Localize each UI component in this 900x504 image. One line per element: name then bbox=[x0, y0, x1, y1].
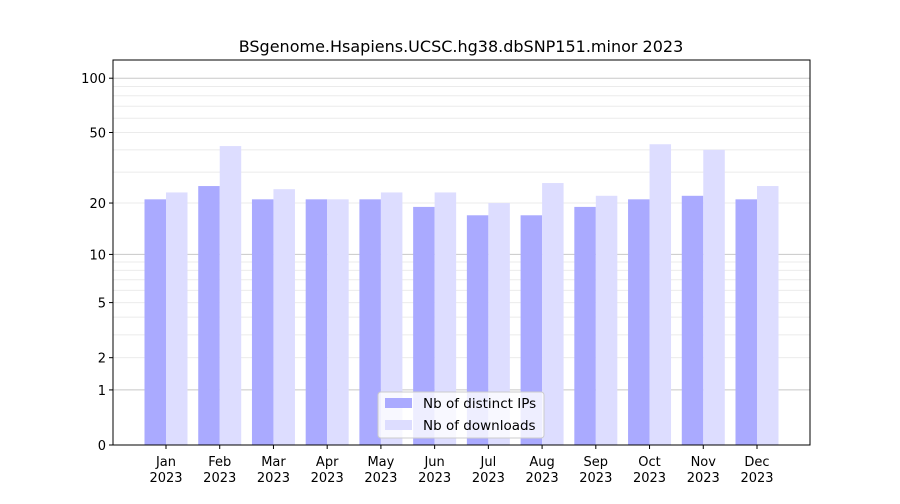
bar-distinct-ips bbox=[144, 199, 166, 445]
x-tick-label-year: 2023 bbox=[740, 471, 773, 486]
y-tick-label: 100 bbox=[81, 72, 106, 87]
x-tick-label-month: Apr bbox=[316, 455, 339, 470]
x-tick-label-year: 2023 bbox=[149, 471, 182, 486]
bar-distinct-ips bbox=[305, 199, 328, 445]
x-tick-label-year: 2023 bbox=[687, 471, 720, 486]
plot-frame bbox=[112, 59, 811, 446]
x-tick-label-year: 2023 bbox=[257, 471, 290, 486]
x-tick-label-month: Nov bbox=[691, 455, 717, 470]
legend-label-downloads: Nb of downloads bbox=[423, 418, 536, 434]
x-tick-label-month: Jun bbox=[423, 455, 444, 470]
bar-distinct-ips bbox=[681, 195, 704, 445]
y-tick-label: 20 bbox=[89, 197, 106, 212]
x-tick-label-month: Jul bbox=[480, 455, 497, 470]
x-tick-label-year: 2023 bbox=[579, 471, 612, 486]
x-tick-label-year: 2023 bbox=[526, 471, 559, 486]
x-tick-label-month: Feb bbox=[208, 455, 231, 470]
bar-distinct-ips bbox=[628, 199, 650, 445]
bar-downloads bbox=[595, 195, 618, 445]
y-axis: 0 1 2 5 10 20 50 100 bbox=[81, 72, 113, 454]
bar-downloads bbox=[649, 144, 672, 445]
legend-frame bbox=[377, 391, 545, 439]
bar-distinct-ips bbox=[413, 206, 435, 445]
x-tick-label-month: Jan bbox=[155, 455, 176, 470]
bar-distinct-ips bbox=[520, 215, 543, 445]
bar-downloads bbox=[542, 183, 564, 445]
bar-downloads bbox=[757, 186, 779, 445]
legend-label-ips: Nb of distinct IPs bbox=[423, 396, 536, 412]
x-tick-label-year: 2023 bbox=[203, 471, 236, 486]
bar-downloads bbox=[219, 146, 242, 445]
bar-downloads bbox=[703, 149, 725, 445]
x-tick-label-year: 2023 bbox=[311, 471, 344, 486]
bar-distinct-ips bbox=[466, 215, 489, 445]
x-tick-label-month: Dec bbox=[744, 455, 769, 470]
y-tick-label: 1 bbox=[98, 384, 106, 399]
x-tick-label-year: 2023 bbox=[364, 471, 397, 486]
bar-downloads bbox=[380, 192, 403, 445]
x-tick-label-month: Aug bbox=[529, 455, 554, 470]
bar-downloads bbox=[273, 189, 295, 445]
bar-downloads bbox=[327, 199, 349, 445]
x-tick-label-year: 2023 bbox=[472, 471, 505, 486]
x-tick-label-month: May bbox=[367, 455, 394, 470]
bar-distinct-ips bbox=[359, 199, 381, 445]
x-tick-label-month: Oct bbox=[638, 455, 660, 470]
bar-distinct-ips bbox=[574, 206, 596, 445]
bar-distinct-ips bbox=[735, 199, 757, 445]
x-tick-label-year: 2023 bbox=[418, 471, 451, 486]
bar-distinct-ips bbox=[198, 186, 220, 445]
bar-downloads bbox=[488, 203, 510, 445]
legend-swatch-downloads bbox=[385, 420, 412, 430]
bar-downloads bbox=[434, 192, 457, 445]
x-tick-label-month: Sep bbox=[584, 455, 609, 470]
x-tick-label-year: 2023 bbox=[633, 471, 666, 486]
bar-downloads bbox=[166, 192, 188, 445]
chart-title: BSgenome.Hsapiens.UCSC.hg38.dbSNP151.min… bbox=[239, 37, 684, 56]
legend-swatch-ips bbox=[385, 398, 412, 408]
y-tick-label: 10 bbox=[89, 248, 106, 263]
y-tick-label: 0 bbox=[98, 439, 106, 454]
bars bbox=[144, 144, 779, 445]
bar-distinct-ips bbox=[251, 199, 274, 445]
x-axis: Jan2023Feb2023Mar2023Apr2023May2023Jun20… bbox=[149, 445, 774, 486]
y-tick-label: 50 bbox=[89, 127, 106, 142]
legend: Nb of distinct IPs Nb of downloads bbox=[377, 391, 545, 439]
x-tick-label-month: Mar bbox=[261, 455, 286, 470]
y-tick-label: 2 bbox=[98, 352, 106, 367]
y-tick-label: 5 bbox=[98, 297, 106, 312]
